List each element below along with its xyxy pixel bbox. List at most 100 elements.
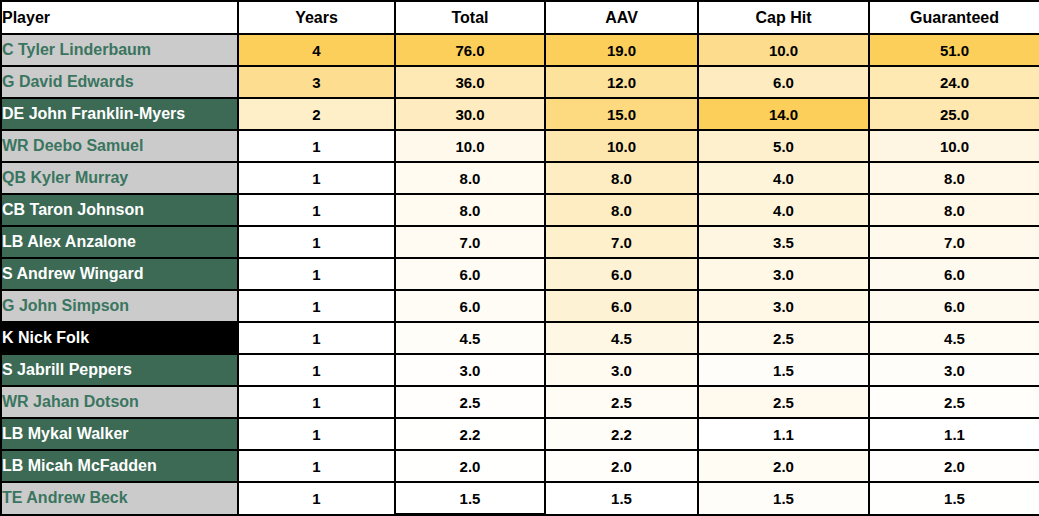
cap-hit-cell: 1.5 (698, 354, 869, 386)
total-cell: 2.0 (395, 450, 545, 482)
player-cell: S Jabrill Peppers (1, 354, 238, 386)
total-cell: 1.5 (395, 482, 545, 514)
player-cell: S Andrew Wingard (1, 258, 238, 290)
player-cell: WR Jahan Dotson (1, 386, 238, 418)
aav-cell: 7.0 (545, 226, 698, 258)
column-header-total: Total (395, 1, 545, 34)
cap-hit-cell: 2.5 (698, 386, 869, 418)
table-row: QB Kyler Murray18.08.04.08.0 (1, 162, 1039, 194)
guaranteed-cell: 24.0 (869, 66, 1039, 98)
years-cell: 4 (238, 34, 395, 66)
guaranteed-cell: 2.5 (869, 386, 1039, 418)
table-row: DE John Franklin-Myers230.015.014.025.0 (1, 98, 1039, 130)
table-row: LB Micah McFadden12.02.02.02.0 (1, 450, 1039, 482)
table-row: WR Jahan Dotson12.52.52.52.5 (1, 386, 1039, 418)
player-cell: K Nick Folk (1, 322, 238, 354)
column-header-guaranteed: Guaranteed (869, 1, 1039, 34)
player-cell: C Tyler Linderbaum (1, 34, 238, 66)
years-cell: 1 (238, 194, 395, 226)
cap-hit-cell: 6.0 (698, 66, 869, 98)
years-cell: 1 (238, 322, 395, 354)
years-cell: 1 (238, 290, 395, 322)
guaranteed-cell: 3.0 (869, 354, 1039, 386)
column-header-years: Years (238, 1, 395, 34)
player-cell: DE John Franklin-Myers (1, 98, 238, 130)
total-cell: 36.0 (395, 66, 545, 98)
player-cell: LB Micah McFadden (1, 450, 238, 482)
player-cell: WR Deebo Samuel (1, 130, 238, 162)
table-row: K Nick Folk14.54.52.54.5 (1, 322, 1039, 354)
years-cell: 1 (238, 258, 395, 290)
table-row: S Andrew Wingard16.06.03.06.0 (1, 258, 1039, 290)
guaranteed-cell: 7.0 (869, 226, 1039, 258)
years-cell: 2 (238, 98, 395, 130)
contracts-sheet: Player Years Total AAV Cap Hit Guarantee… (0, 0, 1039, 516)
player-cell: G David Edwards (1, 66, 238, 98)
aav-cell: 6.0 (545, 258, 698, 290)
guaranteed-cell: 4.5 (869, 322, 1039, 354)
cap-hit-cell: 1.1 (698, 418, 869, 450)
player-cell: TE Andrew Beck (1, 482, 238, 514)
player-cell: QB Kyler Murray (1, 162, 238, 194)
guaranteed-cell: 51.0 (869, 34, 1039, 66)
aav-cell: 15.0 (545, 98, 698, 130)
total-cell: 7.0 (395, 226, 545, 258)
aav-cell: 6.0 (545, 290, 698, 322)
table-header: Player Years Total AAV Cap Hit Guarantee… (1, 1, 1039, 34)
guaranteed-cell: 8.0 (869, 162, 1039, 194)
table-row: C Tyler Linderbaum476.019.010.051.0 (1, 34, 1039, 66)
table-row: CB Taron Johnson18.08.04.08.0 (1, 194, 1039, 226)
guaranteed-cell: 6.0 (869, 258, 1039, 290)
years-cell: 1 (238, 418, 395, 450)
guaranteed-cell: 6.0 (869, 290, 1039, 322)
total-cell: 8.0 (395, 194, 545, 226)
total-cell: 8.0 (395, 162, 545, 194)
years-cell: 1 (238, 226, 395, 258)
table-row: S Jabrill Peppers13.03.01.53.0 (1, 354, 1039, 386)
cap-hit-cell: 2.0 (698, 450, 869, 482)
cap-hit-cell: 1.5 (698, 482, 869, 514)
aav-cell: 8.0 (545, 194, 698, 226)
table-body: C Tyler Linderbaum476.019.010.051.0G Dav… (1, 34, 1039, 515)
table-row: LB Alex Anzalone17.07.03.57.0 (1, 226, 1039, 258)
aav-cell: 3.0 (545, 354, 698, 386)
aav-cell: 8.0 (545, 162, 698, 194)
guaranteed-cell: 8.0 (869, 194, 1039, 226)
aav-cell: 4.5 (545, 322, 698, 354)
total-cell: 10.0 (395, 130, 545, 162)
cap-hit-cell: 3.0 (698, 290, 869, 322)
cap-hit-cell: 3.0 (698, 258, 869, 290)
years-cell: 1 (238, 354, 395, 386)
column-header-aav: AAV (545, 1, 698, 34)
table-row: TE Andrew Beck11.51.51.51.5 (1, 482, 1039, 514)
aav-cell: 19.0 (545, 34, 698, 66)
aav-cell: 12.0 (545, 66, 698, 98)
years-cell: 1 (238, 162, 395, 194)
guaranteed-cell: 10.0 (869, 130, 1039, 162)
aav-cell: 1.5 (545, 482, 698, 514)
guaranteed-cell: 1.1 (869, 418, 1039, 450)
total-cell: 6.0 (395, 290, 545, 322)
cap-hit-cell: 2.5 (698, 322, 869, 354)
guaranteed-cell: 1.5 (869, 482, 1039, 514)
total-cell: 76.0 (395, 34, 545, 66)
table-row: G John Simpson16.06.03.06.0 (1, 290, 1039, 322)
cap-hit-cell: 5.0 (698, 130, 869, 162)
cap-hit-cell: 3.5 (698, 226, 869, 258)
cap-hit-cell: 10.0 (698, 34, 869, 66)
player-cell: LB Mykal Walker (1, 418, 238, 450)
cap-hit-cell: 4.0 (698, 194, 869, 226)
aav-cell: 2.0 (545, 450, 698, 482)
total-cell: 4.5 (395, 322, 545, 354)
years-cell: 3 (238, 66, 395, 98)
column-header-player: Player (1, 1, 238, 34)
column-header-cap-hit: Cap Hit (698, 1, 869, 34)
guaranteed-cell: 25.0 (869, 98, 1039, 130)
contracts-table: Player Years Total AAV Cap Hit Guarantee… (0, 0, 1039, 516)
total-cell: 6.0 (395, 258, 545, 290)
cap-hit-cell: 14.0 (698, 98, 869, 130)
player-cell: CB Taron Johnson (1, 194, 238, 226)
years-cell: 1 (238, 450, 395, 482)
table-row: G David Edwards336.012.06.024.0 (1, 66, 1039, 98)
aav-cell: 10.0 (545, 130, 698, 162)
